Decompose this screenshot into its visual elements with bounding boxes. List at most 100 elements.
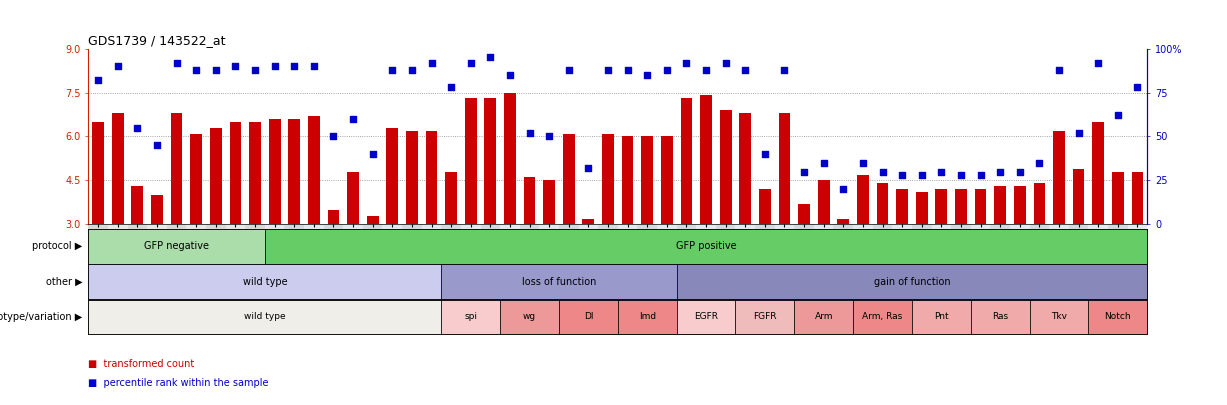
- Bar: [740, 113, 751, 224]
- Bar: [524, 177, 535, 224]
- Bar: [1092, 122, 1104, 224]
- Point: [637, 72, 656, 78]
- Bar: [147, 224, 167, 321]
- Point: [461, 60, 481, 66]
- Point: [951, 172, 971, 178]
- Point: [265, 63, 285, 69]
- Bar: [92, 122, 104, 224]
- Bar: [481, 224, 501, 321]
- Text: wild type: wild type: [243, 277, 287, 287]
- Bar: [760, 189, 771, 224]
- Bar: [935, 189, 947, 224]
- Bar: [88, 229, 265, 264]
- Bar: [1072, 169, 1085, 224]
- Point: [481, 54, 501, 61]
- Bar: [602, 134, 614, 224]
- Point: [108, 63, 128, 69]
- Text: Tkv: Tkv: [1052, 312, 1067, 322]
- Text: wild type: wild type: [244, 312, 286, 322]
- Bar: [696, 224, 715, 321]
- Text: ■  percentile rank within the sample: ■ percentile rank within the sample: [88, 378, 269, 388]
- Bar: [206, 224, 226, 321]
- Bar: [1088, 300, 1147, 334]
- Bar: [579, 224, 599, 321]
- Bar: [442, 264, 676, 299]
- Point: [715, 60, 735, 66]
- Bar: [442, 224, 461, 321]
- Bar: [837, 219, 849, 224]
- Bar: [563, 134, 574, 224]
- Point: [128, 124, 147, 131]
- Bar: [108, 224, 128, 321]
- Point: [735, 66, 755, 73]
- Point: [147, 142, 167, 149]
- Point: [1088, 60, 1108, 66]
- Bar: [1029, 300, 1088, 334]
- Bar: [88, 264, 442, 299]
- Point: [774, 66, 794, 73]
- Bar: [1112, 172, 1124, 224]
- Bar: [896, 189, 908, 224]
- Point: [1029, 160, 1049, 166]
- Bar: [720, 110, 731, 224]
- Point: [206, 66, 226, 73]
- Bar: [912, 300, 971, 334]
- Bar: [190, 134, 202, 224]
- Bar: [112, 113, 124, 224]
- Bar: [88, 224, 108, 321]
- Point: [814, 160, 833, 166]
- Bar: [249, 122, 261, 224]
- Bar: [676, 224, 696, 321]
- Bar: [288, 119, 301, 224]
- Bar: [1029, 224, 1049, 321]
- Point: [617, 66, 637, 73]
- Bar: [637, 224, 656, 321]
- Bar: [1049, 224, 1069, 321]
- Bar: [617, 300, 676, 334]
- Bar: [328, 210, 340, 224]
- Bar: [387, 128, 399, 224]
- Point: [344, 116, 363, 122]
- Bar: [794, 300, 853, 334]
- Point: [872, 168, 892, 175]
- Bar: [465, 98, 476, 224]
- Bar: [171, 113, 183, 224]
- Bar: [187, 224, 206, 321]
- Bar: [151, 195, 163, 224]
- Bar: [735, 224, 755, 321]
- Bar: [661, 136, 672, 224]
- Point: [167, 60, 187, 66]
- Text: Arm: Arm: [815, 312, 833, 322]
- Bar: [915, 192, 928, 224]
- Bar: [774, 224, 794, 321]
- Bar: [1088, 224, 1108, 321]
- Bar: [1010, 224, 1029, 321]
- Point: [324, 133, 344, 140]
- Point: [990, 168, 1010, 175]
- Point: [579, 165, 599, 171]
- Bar: [833, 224, 853, 321]
- Point: [599, 66, 618, 73]
- Point: [1128, 84, 1147, 90]
- Text: Pnt: Pnt: [934, 312, 948, 322]
- Bar: [1069, 224, 1088, 321]
- Text: ■  transformed count: ■ transformed count: [88, 360, 195, 369]
- Bar: [167, 224, 187, 321]
- Bar: [544, 181, 555, 224]
- Bar: [779, 113, 790, 224]
- Bar: [681, 98, 692, 224]
- Text: wg: wg: [523, 312, 536, 322]
- Bar: [520, 224, 540, 321]
- Point: [1069, 130, 1088, 136]
- Bar: [990, 224, 1010, 321]
- Text: Arm, Ras: Arm, Ras: [863, 312, 903, 322]
- Point: [383, 66, 402, 73]
- Bar: [876, 183, 888, 224]
- Bar: [406, 131, 417, 224]
- Point: [304, 63, 324, 69]
- Bar: [676, 300, 735, 334]
- Text: protocol ▶: protocol ▶: [32, 241, 82, 252]
- Bar: [422, 224, 442, 321]
- Text: other ▶: other ▶: [45, 277, 82, 287]
- Point: [540, 133, 560, 140]
